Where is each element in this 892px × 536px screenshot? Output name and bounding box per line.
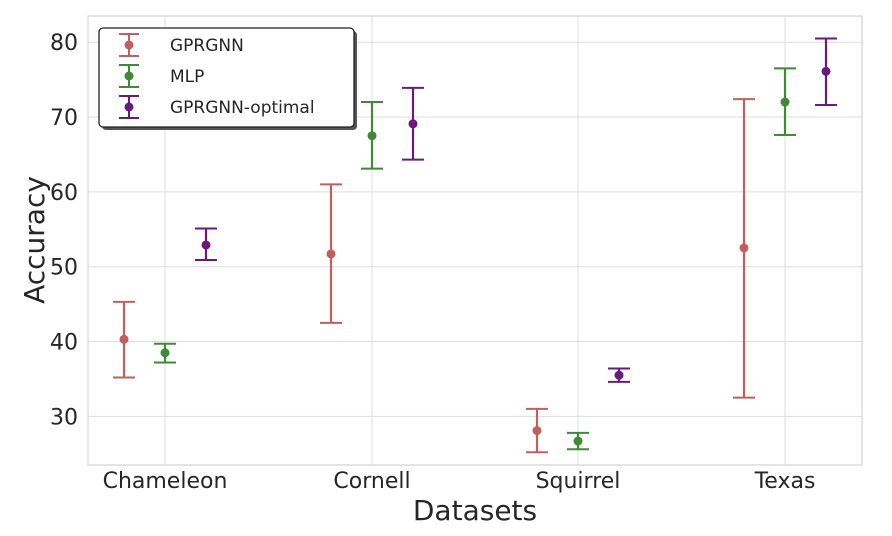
legend-label: GPRGNN [170,36,244,56]
data-point [367,131,377,141]
legend: GPRGNN MLP GPRGNN-optimal [98,27,357,130]
data-point [326,249,336,259]
data-point [408,119,418,129]
grid [88,16,862,465]
y-tick-label: 80 [50,31,78,56]
legend-items: GPRGNN MLP GPRGNN-optimal [119,33,315,119]
data-point [201,240,211,250]
x-tick-label: Texas [754,469,816,494]
series-mlp [154,67,796,451]
data-point [780,97,790,107]
legend-marker [124,71,134,81]
legend-item-gprgnn-optimal: GPRGNN-optimal [119,95,315,119]
x-tick-label: Cornell [333,469,410,494]
data-point [532,426,542,436]
legend-item-mlp: MLP [119,64,204,88]
legend-label: MLP [170,67,204,87]
y-tick-label: 60 [50,181,78,206]
x-tick-label: Chameleon [103,469,228,494]
data-point [119,334,129,344]
y-tick-label: 70 [50,106,78,131]
x-axis-label: Datasets [413,494,537,527]
y-ticks: 30 40 50 60 70 80 [50,31,78,430]
data-point [573,436,583,446]
y-tick-label: 30 [50,405,78,430]
data-point [821,66,831,76]
data-point [160,348,170,358]
data-point [614,370,624,380]
plot-frame [87,15,863,466]
series-gprgnn-optimal [195,37,837,383]
y-tick-label: 50 [50,256,78,281]
data-point [739,243,749,253]
legend-label: GPRGNN-optimal [170,98,315,118]
legend-marker [124,40,134,50]
y-axis-label: Accuracy [18,176,51,304]
x-tick-label: Squirrel [536,469,621,494]
data-marks [113,37,837,454]
x-ticks: Chameleon Cornell Squirrel Texas [103,469,816,494]
legend-item-gprgnn: GPRGNN [119,33,244,57]
legend-box [98,27,355,128]
y-tick-label: 40 [50,331,78,356]
legend-marker [124,102,134,112]
series-gprgnn [113,98,755,454]
